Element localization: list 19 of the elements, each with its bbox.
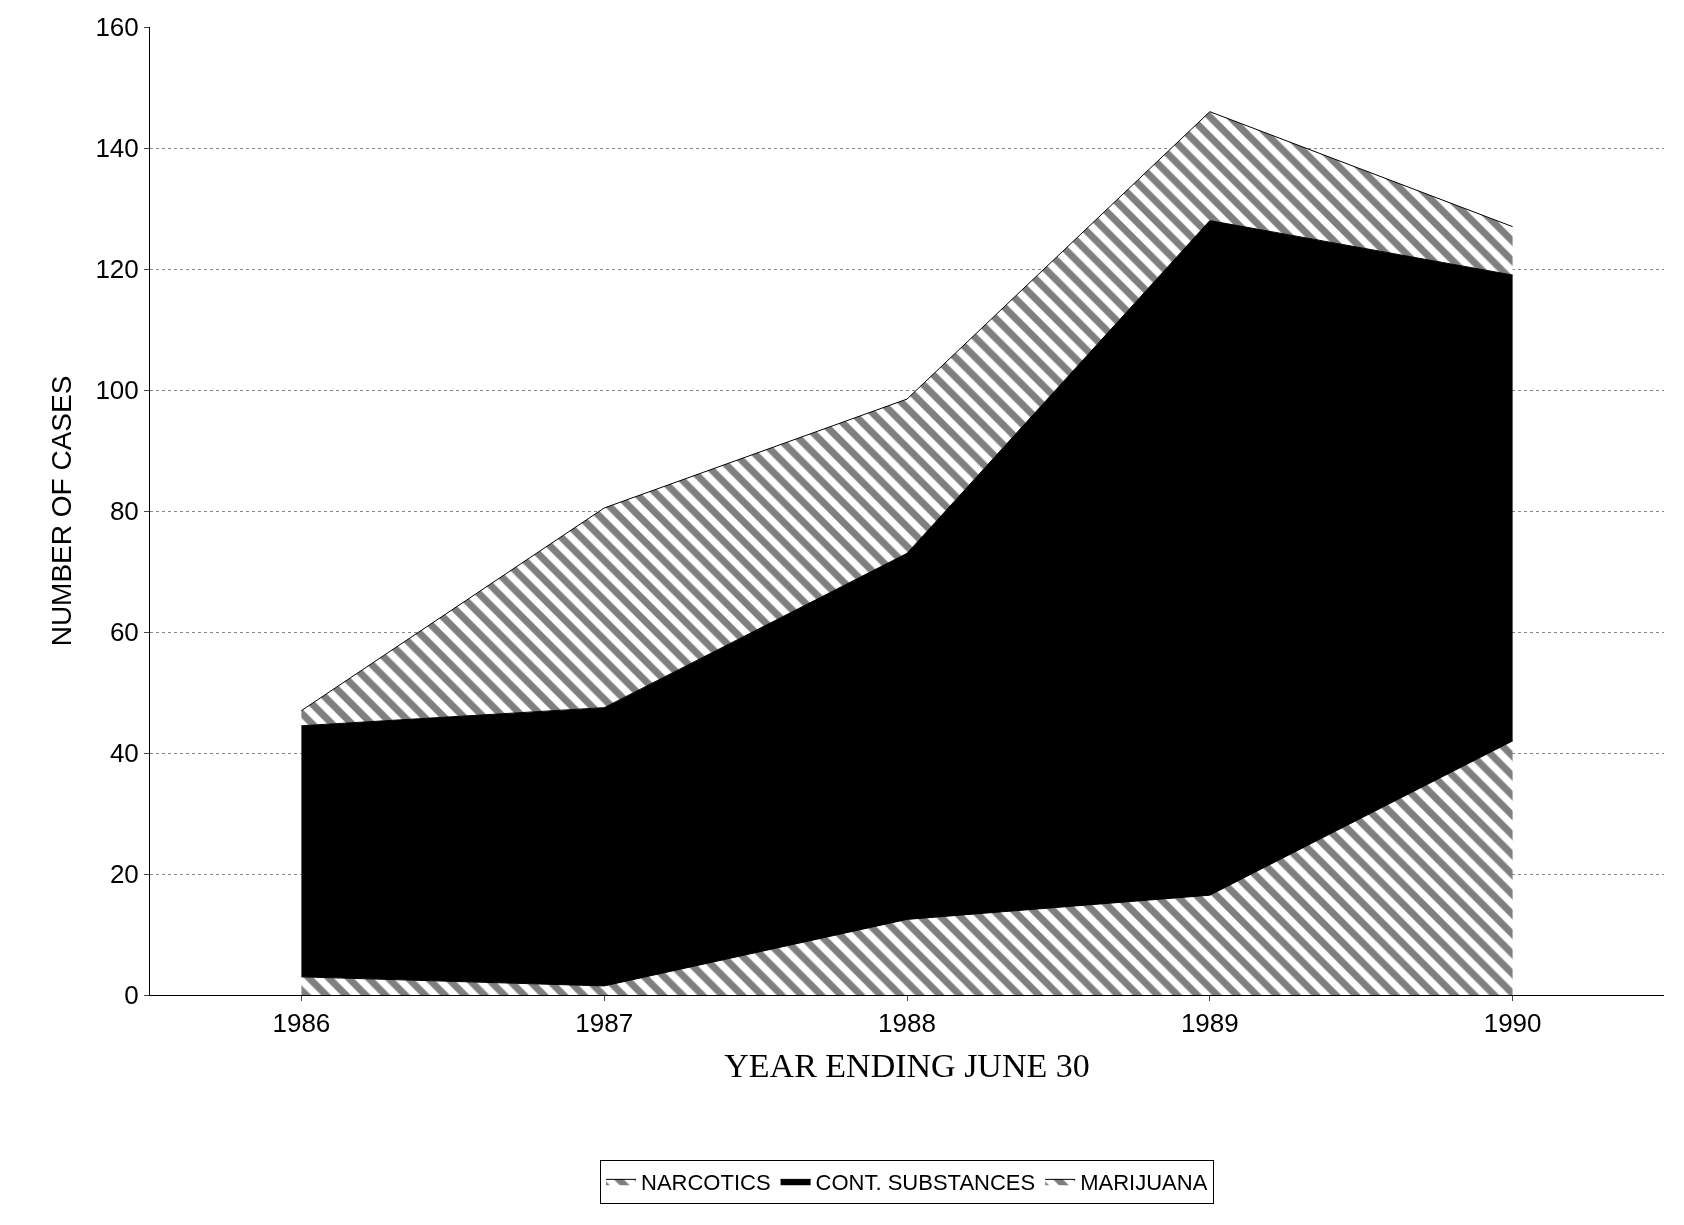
y-axis-title: NUMBER OF CASES [46,375,78,647]
y-tick-label: 100 [95,375,139,406]
y-tick-label: 80 [109,496,139,527]
y-tick-label: 40 [109,738,139,769]
x-tick-label: 1989 [1180,1008,1239,1039]
legend-label: CONT. SUBSTANCES [815,1169,1036,1195]
x-axis-title: YEAR ENDING JUNE 30 [724,1046,1090,1084]
y-tick-label: 20 [109,859,139,890]
y-tick-label: 160 [95,12,139,43]
y-tick-label: 0 [124,980,139,1011]
y-tick-label: 120 [95,254,139,285]
x-tick-label: 1990 [1483,1008,1542,1039]
legend-label: MARIJUANA [1080,1169,1208,1195]
x-tick-label: 1988 [878,1008,936,1039]
x-tick-label: 1987 [575,1008,634,1039]
x-tick-label: 1986 [272,1008,331,1039]
y-tick-label: 60 [109,617,139,648]
legend-label: NARCOTICS [641,1169,771,1195]
y-tick-label: 140 [95,133,139,164]
